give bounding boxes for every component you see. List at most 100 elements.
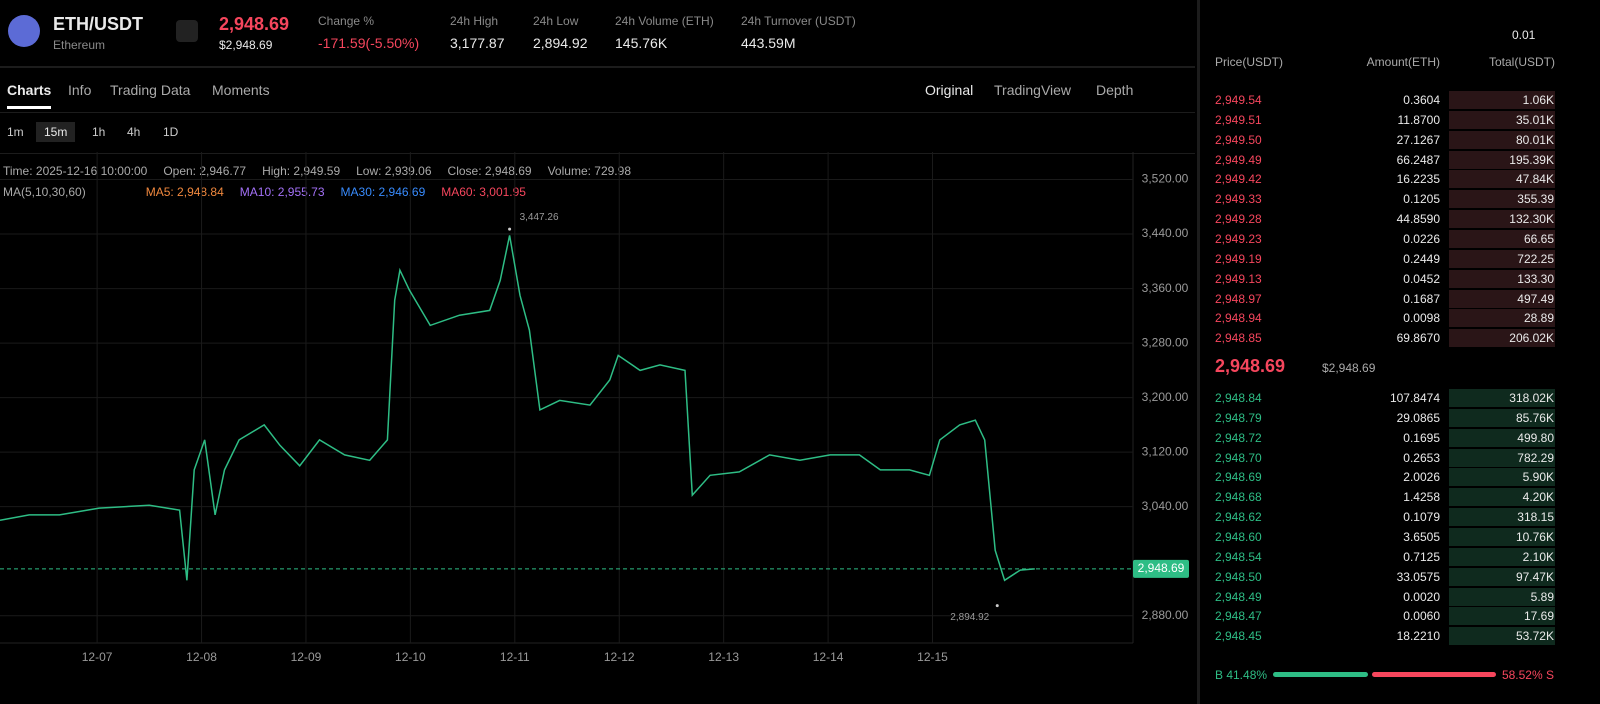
depth-bar: [1449, 448, 1555, 467]
bid-price[interactable]: 2,948.68: [1215, 490, 1262, 505]
stat-value: 145.76K: [615, 35, 668, 51]
ask-price[interactable]: 2,949.51: [1215, 112, 1262, 127]
y-tick-label: 3,280.00: [1142, 335, 1189, 349]
ask-price[interactable]: 2,949.28: [1215, 212, 1262, 227]
bid-amount: 0.1695: [1403, 430, 1440, 445]
high-label: 3,447.26: [520, 212, 559, 223]
ohlc-item: Close: 2,948.69: [447, 164, 532, 178]
ma-item: MA30: 2,946.69: [340, 185, 426, 199]
view-tab[interactable]: Depth: [1096, 82, 1134, 98]
ohlc-item: Time: 2025-12-16 10:00:00: [3, 164, 148, 178]
ma-label: MA(5,10,30,60): [3, 185, 86, 199]
bid-price[interactable]: 2,948.50: [1215, 569, 1262, 584]
bid-amount: 0.0060: [1403, 609, 1440, 624]
last-price-tag: [1133, 559, 1189, 578]
interval[interactable]: 1m: [7, 125, 24, 139]
ask-amount: 0.1687: [1403, 291, 1440, 306]
ohlc-bar: Time: 2025-12-16 10:00:00 Open: 2,946.77 H…: [3, 164, 647, 178]
tab[interactable]: Charts: [7, 82, 52, 109]
bid-total: 318.02K: [1509, 391, 1554, 405]
ask-price[interactable]: 2,949.50: [1215, 132, 1262, 147]
tab[interactable]: Info: [68, 82, 92, 98]
y-tick-label: 3,360.00: [1142, 281, 1189, 295]
ask-price[interactable]: 2,949.13: [1215, 271, 1262, 286]
depth-bar: [1449, 547, 1555, 566]
book-header: Price(USDT): [1215, 55, 1283, 69]
price: 2,948.69: [219, 14, 290, 34]
ask-price[interactable]: 2,949.49: [1215, 152, 1262, 167]
tab[interactable]: Trading Data: [110, 82, 191, 98]
bid-amount: 1.4258: [1403, 490, 1440, 505]
depth-bar: [1449, 627, 1555, 646]
bid-price[interactable]: 2,948.47: [1215, 609, 1262, 624]
interval[interactable]: 15m: [36, 122, 76, 142]
interval[interactable]: 4h: [127, 125, 141, 139]
bid-total: 4.20K: [1522, 490, 1554, 505]
ask-amount: 0.0098: [1403, 311, 1440, 326]
interval[interactable]: 1D: [163, 125, 179, 139]
ask-total: 28.89: [1523, 311, 1554, 326]
stat-label: 24h Turnover (USDT): [741, 14, 856, 28]
ask-amount: 69.8670: [1396, 331, 1440, 346]
bid-price[interactable]: 2,948.60: [1215, 529, 1262, 544]
sell-bar: [1372, 672, 1496, 677]
bid-price[interactable]: 2,948.54: [1215, 549, 1262, 564]
bid-price[interactable]: 2,948.62: [1215, 510, 1262, 525]
bid-price[interactable]: 2,948.69: [1215, 470, 1262, 485]
bid-price[interactable]: 2,948.84: [1215, 391, 1262, 405]
bid-total: 85.76K: [1515, 410, 1554, 425]
x-tick-label: 12-11: [500, 650, 530, 664]
step-select[interactable]: 0.01: [1512, 28, 1536, 42]
bid-price[interactable]: 2,948.49: [1215, 589, 1262, 604]
ask-price[interactable]: 2,948.94: [1215, 311, 1262, 326]
ask-total: 80.01K: [1515, 132, 1554, 147]
stat-label: 24h Low: [533, 14, 579, 28]
ohlc-item: Low: 2,939.06: [356, 164, 432, 178]
bid-amount: 18.2210: [1396, 629, 1440, 644]
x-tick-label: 12-08: [186, 650, 217, 664]
bid-amount: 29.0865: [1396, 410, 1440, 425]
bid-total: 97.47K: [1515, 569, 1554, 584]
last-price-label: 2,948.69: [1138, 561, 1185, 575]
y-tick-label: 3,040.00: [1142, 499, 1189, 513]
ask-price[interactable]: 2,949.42: [1215, 172, 1262, 187]
view-tab[interactable]: TradingView: [994, 82, 1072, 98]
stat-value: -171.59(-5.50%): [318, 35, 420, 51]
bid-price[interactable]: 2,948.72: [1215, 430, 1262, 445]
ask-price[interactable]: 2,948.97: [1215, 291, 1262, 306]
ask-price[interactable]: 2,949.54: [1215, 93, 1262, 107]
depth-bar: [1449, 91, 1555, 109]
bid-amount: 0.7125: [1403, 549, 1440, 564]
x-tick-label: 12-10: [395, 650, 426, 664]
ask-total: 47.84K: [1515, 172, 1554, 187]
depth-bar: [1449, 607, 1555, 626]
favorite[interactable]: [176, 20, 198, 42]
buy-ratio: B 41.48%: [1215, 668, 1268, 682]
depth-bar: [1449, 190, 1555, 209]
pair[interactable]: ETH/USDT: [53, 14, 143, 34]
bid-price[interactable]: 2,948.70: [1215, 450, 1262, 465]
ask-total: 133.30: [1517, 271, 1554, 286]
tab[interactable]: Moments: [212, 82, 270, 98]
ask-price[interactable]: 2,949.19: [1215, 251, 1262, 266]
interval[interactable]: 1h: [92, 125, 106, 139]
bid-price[interactable]: 2,948.79: [1215, 410, 1262, 425]
ask-price[interactable]: 2,949.33: [1215, 192, 1262, 207]
ask-price[interactable]: 2,948.85: [1215, 331, 1262, 346]
bid-total: 10.76K: [1515, 529, 1554, 544]
bid-price[interactable]: 2,948.45: [1215, 629, 1262, 644]
ask-price[interactable]: 2,949.23: [1215, 231, 1262, 246]
book-header: Total(USDT): [1488, 55, 1555, 69]
depth-bar: [1449, 567, 1555, 586]
view-tab[interactable]: Original: [925, 82, 974, 98]
ask-amount: 0.0226: [1403, 231, 1440, 246]
bid-amount: 3.6505: [1403, 529, 1440, 544]
sell-ratio: 58.52% S: [1501, 668, 1554, 682]
ask-amount: 44.8590: [1396, 212, 1440, 227]
stat-value: 2,894.92: [533, 35, 588, 51]
bid-total: 318.15: [1517, 510, 1554, 525]
low-label: 2,894.92: [950, 612, 989, 623]
bid-total: 5.90K: [1522, 470, 1554, 485]
toolbar: 1m 15m 1h 4h 1D: [0, 113, 1195, 154]
y-tick-label: 2,880.00: [1142, 608, 1189, 622]
